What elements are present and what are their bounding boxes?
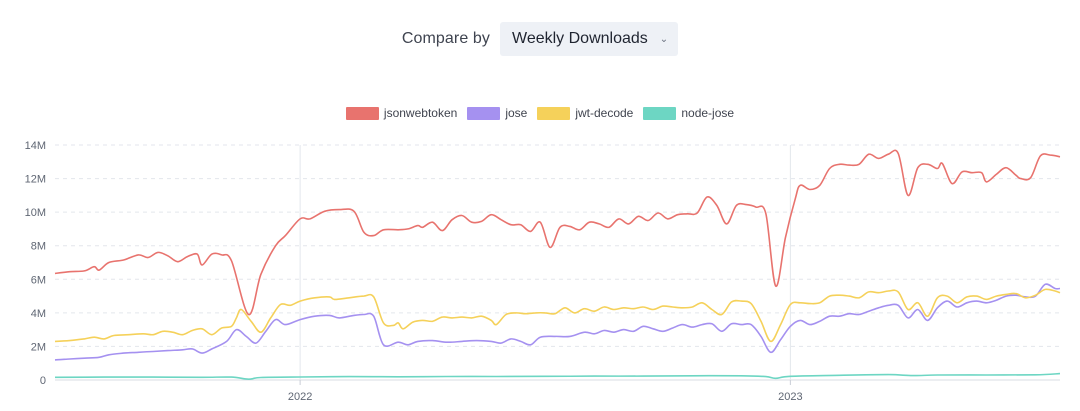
compare-by-control: Compare by Weekly Downloads ⌄ xyxy=(0,22,1080,56)
chevron-down-icon: ⌄ xyxy=(659,33,669,45)
y-tick-label: 2M xyxy=(31,341,46,353)
legend-swatch xyxy=(467,106,501,120)
y-tick-label: 6M xyxy=(31,274,46,286)
legend-label: jose xyxy=(505,106,528,120)
series-line-jose xyxy=(54,283,1061,361)
series-line-node-jose xyxy=(54,372,1061,380)
y-tick-label: 4M xyxy=(31,308,46,320)
legend-item-jwt-decode[interactable]: jwt-decode xyxy=(537,106,633,120)
legend-item-jsonwebtoken[interactable]: jsonwebtoken xyxy=(345,106,458,120)
compare-by-label: Compare by xyxy=(401,30,490,47)
series-line-jsonwebtoken xyxy=(54,149,1061,316)
legend-item-jose[interactable]: jose xyxy=(467,106,527,120)
legend-swatch xyxy=(345,106,379,120)
legend-label: node-jose xyxy=(681,106,735,120)
compare-by-value: Weekly Downloads xyxy=(512,30,648,47)
compare-by-select[interactable]: Weekly Downloads ⌄ xyxy=(500,22,679,56)
series-line-jwt-decode xyxy=(54,288,1061,343)
y-tick-label: 10M xyxy=(25,207,46,219)
chart-legend: jsonwebtoken jose jwt-decode node-jose xyxy=(0,106,1080,120)
y-tick-label: 0 xyxy=(40,375,46,387)
y-tick-label: 14M xyxy=(25,140,46,152)
legend-label: jwt-decode xyxy=(575,106,634,120)
legend-item-node-jose[interactable]: node-jose xyxy=(643,106,734,120)
y-tick-label: 12M xyxy=(25,174,46,186)
legend-swatch xyxy=(537,106,571,120)
legend-label: jsonwebtoken xyxy=(383,106,458,120)
y-tick-label: 8M xyxy=(31,241,46,253)
x-tick-label: 2022 xyxy=(288,391,312,403)
x-tick-label: 2023 xyxy=(778,391,802,403)
legend-swatch xyxy=(643,106,677,120)
